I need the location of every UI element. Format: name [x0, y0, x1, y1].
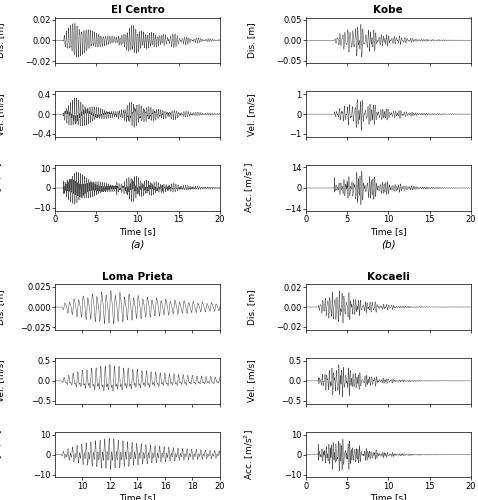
Y-axis label: Dis. [m]: Dis. [m] — [247, 289, 256, 325]
Y-axis label: Dis. [m]: Dis. [m] — [247, 22, 256, 58]
Y-axis label: Vel. [m/s]: Vel. [m/s] — [0, 93, 5, 136]
Title: Kocaeli: Kocaeli — [367, 272, 410, 282]
X-axis label: Time [s]: Time [s] — [119, 494, 156, 500]
Y-axis label: Acc. [m/s$^2$]: Acc. [m/s$^2$] — [243, 162, 256, 214]
Y-axis label: Vel. [m/s]: Vel. [m/s] — [247, 360, 256, 402]
X-axis label: Time [s]: Time [s] — [370, 226, 407, 235]
Y-axis label: Vel. [m/s]: Vel. [m/s] — [0, 360, 5, 402]
Y-axis label: Vel. [m/s]: Vel. [m/s] — [247, 93, 256, 136]
X-axis label: Time [s]: Time [s] — [370, 494, 407, 500]
Y-axis label: Acc. [m/s$^2$]: Acc. [m/s$^2$] — [243, 430, 256, 480]
Y-axis label: Acc. [m/s$^2$]: Acc. [m/s$^2$] — [0, 162, 5, 214]
Text: (b): (b) — [381, 239, 396, 249]
Y-axis label: Acc. [m/s$^2$]: Acc. [m/s$^2$] — [0, 430, 5, 480]
X-axis label: Time [s]: Time [s] — [119, 226, 156, 235]
Y-axis label: Dis. [m]: Dis. [m] — [0, 22, 5, 58]
Title: Kobe: Kobe — [373, 6, 403, 16]
Text: (a): (a) — [130, 239, 145, 249]
Title: Loma Prieta: Loma Prieta — [102, 272, 173, 282]
Title: El Centro: El Centro — [110, 6, 164, 16]
Y-axis label: Dis. [m]: Dis. [m] — [0, 289, 5, 325]
